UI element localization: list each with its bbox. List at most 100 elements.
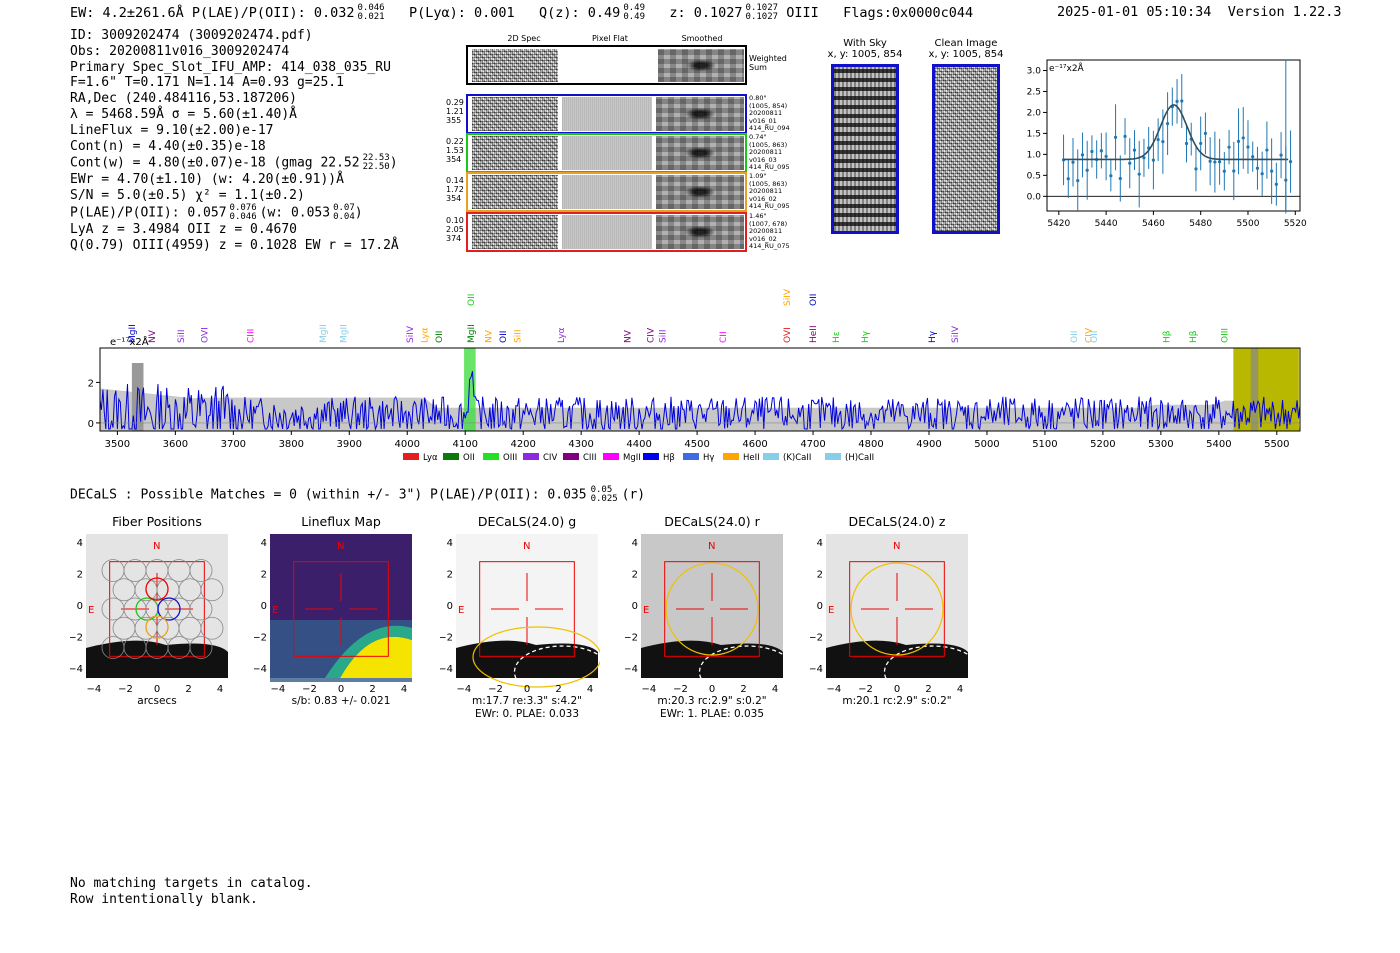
col-smoothed: Smoothed xyxy=(681,34,723,43)
zoom-data-point xyxy=(1208,159,1212,163)
decals-x-tick-label: −2 xyxy=(488,684,503,695)
spectrum-x-tick-label: 4000 xyxy=(395,439,420,450)
no-match-text: No matching targets in catalog. xyxy=(70,876,313,891)
legend-swatch xyxy=(723,453,739,460)
decals-y-tick-label: 4 xyxy=(447,538,453,549)
zoom-data-point xyxy=(1222,169,1226,173)
cutout-row-stats: 0.29 1.21 355 xyxy=(446,98,464,125)
emission-line-label: CIV xyxy=(647,327,657,343)
spectrum-x-tick-label: 4400 xyxy=(626,439,651,450)
summary-header: EW: 4.2±261.6Å P(LAE)/P(OII): 0.032 0.046… xyxy=(70,3,974,22)
aperture-box xyxy=(664,561,760,657)
clean-image-title: Clean Image x, y: 1005, 854 xyxy=(928,38,1004,60)
zoom-data-point xyxy=(1066,177,1070,181)
decals-x-tick-label: 4 xyxy=(217,684,223,695)
spectrum-x-tick-label: 3700 xyxy=(221,439,246,450)
zoom-x-tick-label: 5420 xyxy=(1047,219,1070,229)
decals-y-tick-label: 4 xyxy=(632,538,638,549)
emission-line-label: Lyα xyxy=(421,327,431,343)
zoom-y-tick-label: 2.5 xyxy=(1027,87,1041,97)
decals-x-tick-label: −4 xyxy=(87,684,102,695)
decals-panel-title: Lineflux Map xyxy=(301,514,381,529)
legend-label: MgII xyxy=(623,453,641,463)
fiber-circle xyxy=(145,577,169,601)
decals-y-tick-label: 2 xyxy=(817,569,823,580)
lineflux: LineFlux = 9.10(±2.00)e-17 xyxy=(70,122,274,138)
spectrum-x-tick-label: 3800 xyxy=(279,439,304,450)
zoom-data-point xyxy=(1241,136,1245,140)
decals-x-tick-label: 0 xyxy=(524,684,530,695)
zoom-y-tick-label: 1.0 xyxy=(1027,150,1042,160)
emission-line-label: Lyα xyxy=(557,327,567,343)
decals-panel: Lineflux Map N E −4 −4 −2 −2 0 0 2 2 4 4 s/b: 0.83 +/… xyxy=(254,514,412,707)
emission-line-label: SiII xyxy=(658,329,668,343)
decals-y-tick-label: 4 xyxy=(261,538,267,549)
zoom-data-point xyxy=(1113,135,1118,139)
zoom-data-point xyxy=(1260,172,1264,176)
spectrum-x-tick-label: 4600 xyxy=(742,439,767,450)
decals-y-tick-label: −2 xyxy=(625,633,638,644)
decals-y-tick-label: −2 xyxy=(810,633,823,644)
decals-panel-sub2: EWr: 1. PLAE: 0.035 xyxy=(660,708,764,720)
zoom-data-point xyxy=(1270,169,1274,173)
zoom-data-point xyxy=(1232,169,1236,173)
legend-swatch xyxy=(763,453,779,460)
zoom-x-tick-label: 5520 xyxy=(1284,219,1307,229)
decals-x-tick-label: −4 xyxy=(271,684,286,695)
zoom-y-tick-label: 0.0 xyxy=(1027,192,1042,202)
aperture-circle xyxy=(850,562,944,656)
version: Version 1.22.3 xyxy=(1227,4,1342,20)
emission-line-label: OII xyxy=(1070,331,1080,343)
decals-y-tick-label: 2 xyxy=(447,569,453,580)
detection-info: ID: 3009202474 (3009202474.pdf) Obs: 202… xyxy=(70,28,399,254)
decals-x-tick-label: 0 xyxy=(338,684,344,695)
decals-x-tick-label: 0 xyxy=(709,684,715,695)
legend-swatch xyxy=(483,453,499,460)
lya-oii-z: LyA z = 3.4984 OII z = 0.4670 xyxy=(70,221,297,237)
emission-line-label: OII xyxy=(1090,331,1100,343)
zoom-data-point xyxy=(1274,182,1278,186)
cont-n: Cont(n) = 4.40(±0.35)e-18 xyxy=(70,138,266,154)
decals-y-tick-label: 2 xyxy=(77,569,83,580)
zoom-data-point xyxy=(1118,176,1122,181)
zoom-data-point xyxy=(1180,99,1184,103)
emission-line-label: OVI xyxy=(783,327,793,343)
emission-line-label: SiIV xyxy=(951,325,961,343)
zoom-data-point xyxy=(1251,155,1255,159)
decals-x-tick-label: 0 xyxy=(154,684,160,695)
fiber-circle xyxy=(189,597,213,621)
col-pixel-flat: Pixel Flat xyxy=(592,34,628,43)
timestamp-version: 2025-01-01 05:10:34 Version 1.22.3 xyxy=(1057,4,1342,20)
wavelength: λ = 5468.59Å σ = 5.60(±1.40)Å xyxy=(70,106,297,122)
weighted-sum-cutout xyxy=(466,45,747,85)
decals-panel-sub1: arcsecs xyxy=(137,695,176,707)
decals-x-tick-label: 2 xyxy=(740,684,746,695)
decals-y-tick-label: 0 xyxy=(77,601,83,612)
emission-line-label-top: OII xyxy=(467,294,477,306)
fiber-circle xyxy=(200,578,224,602)
qz-value: Q(z): 0.49 xyxy=(539,5,621,21)
decals-x-tick-label: −2 xyxy=(858,684,873,695)
z-value: z: 0.1027 xyxy=(669,5,743,21)
decals-y-tick-label: 2 xyxy=(632,569,638,580)
legend-swatch xyxy=(683,453,699,460)
cutout-row-meta: 0.74" (1005, 863) 20200811 v016_03 414_RU_09… xyxy=(749,133,790,171)
decals-y-tick-label: −4 xyxy=(440,664,453,675)
zoom-data-point xyxy=(1156,138,1160,142)
emission-line-label-top: SiIV xyxy=(783,288,793,306)
legend-swatch xyxy=(523,453,539,460)
zoom-data-point xyxy=(1099,149,1103,153)
emission-line-label: HeII xyxy=(809,325,819,343)
zoom-data-point xyxy=(1194,167,1198,171)
zoom-data-point xyxy=(1279,153,1283,157)
emission-line-label: Hγ xyxy=(928,330,938,343)
north-label: N xyxy=(337,541,344,552)
decals-x-tick-label: −4 xyxy=(457,684,472,695)
emission-line-label: NV xyxy=(484,329,494,343)
spectrum-y-tick-label: 2 xyxy=(88,378,94,389)
spectrum-unit-label: e⁻¹⁷x2Å xyxy=(110,335,149,348)
emission-line-label-top: OII xyxy=(809,294,819,306)
sn-chi2: S/N = 5.0(±0.5) χ² = 1.1(±0.2) xyxy=(70,188,305,204)
lineflux-edge xyxy=(325,625,412,678)
decals-y-tick-label: 4 xyxy=(817,538,823,549)
